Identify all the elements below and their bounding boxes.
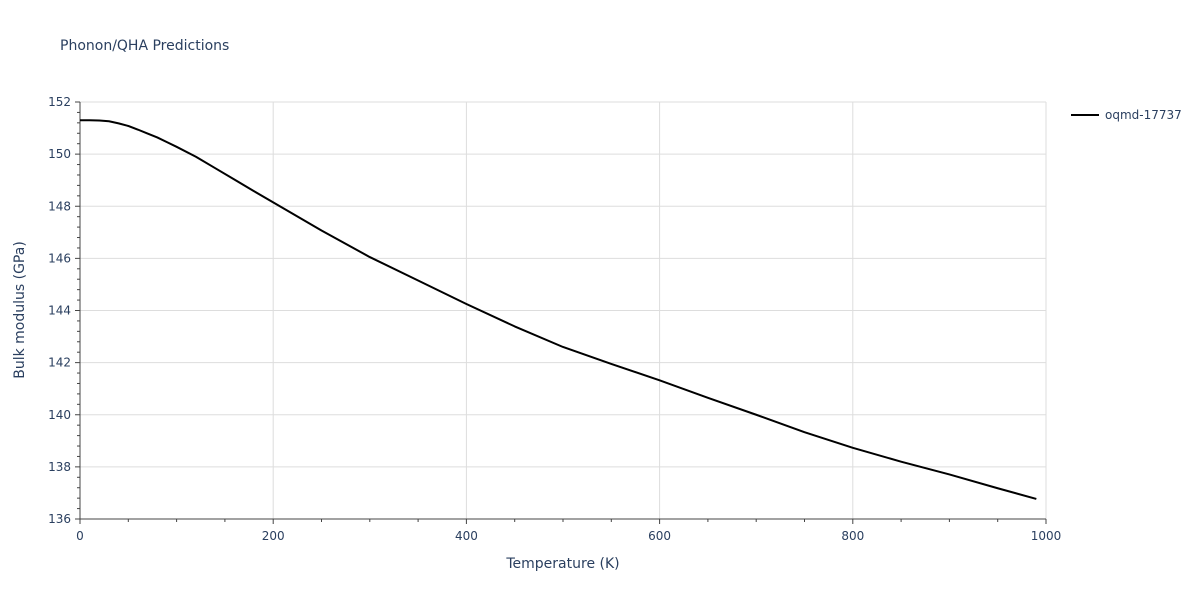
- x-tick-label: 600: [648, 529, 671, 543]
- legend-label-oqmd-17737: oqmd-17737: [1105, 108, 1182, 122]
- x-tick-label: 0: [76, 529, 84, 543]
- x-tick-label: 400: [455, 529, 478, 543]
- y-tick-label: 152: [48, 95, 71, 109]
- y-tick-label: 140: [48, 408, 71, 422]
- series-layer: [80, 119, 1037, 500]
- axes: 0 200 400 600 800 1000 136 138 140 142 144 146 148 15…: [48, 95, 1061, 543]
- y-tick-label: 144: [48, 304, 71, 318]
- y-axis-title: Bulk modulus (GPa): [12, 241, 28, 379]
- y-tick-label: 150: [48, 147, 71, 161]
- series-line-oqmd-17737: [80, 119, 1037, 500]
- x-tick-label: 1000: [1031, 529, 1062, 543]
- y-tick-label: 148: [48, 199, 71, 213]
- y-tick-label: 138: [48, 460, 71, 474]
- chart-title: Phonon/QHA Predictions: [60, 38, 229, 54]
- grid: [80, 101, 1047, 519]
- y-tick-label: 142: [48, 356, 71, 370]
- x-tick-label: 200: [262, 529, 285, 543]
- y-tick-label: 146: [48, 251, 71, 265]
- x-axis-title: Temperature (K): [505, 556, 619, 572]
- legend: oqmd-17737: [1071, 108, 1182, 122]
- y-tick-label: 136: [48, 512, 71, 526]
- x-tick-label: 800: [841, 529, 864, 543]
